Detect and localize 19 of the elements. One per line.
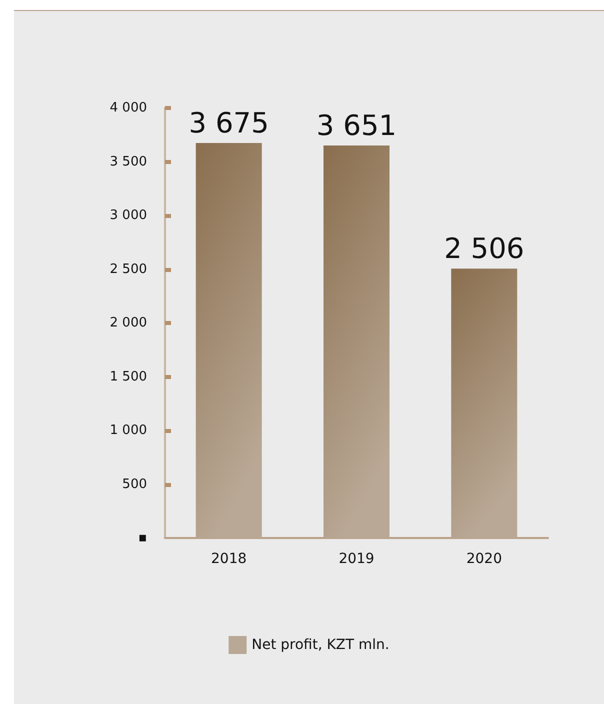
y-tick-label: 2 500 <box>110 262 147 277</box>
data-label: 3 675 <box>188 106 269 140</box>
data-label: 3 651 <box>316 109 397 142</box>
data-label: 2 506 <box>444 232 524 266</box>
y-tick-label: 4 000 <box>110 100 147 116</box>
legend-label: Net profit, KZT mln. <box>252 637 390 653</box>
y-tick-label: 1 500 <box>110 369 147 384</box>
bar <box>324 146 390 538</box>
bar <box>451 268 518 538</box>
x-tick-label: 2020 <box>466 551 502 567</box>
bar <box>196 142 262 538</box>
x-tick-label: 2018 <box>211 551 247 567</box>
y-tick-label: 500 <box>122 476 147 492</box>
y-tick-label: 3 500 <box>110 154 147 170</box>
y-tick-label: 2 000 <box>110 316 147 330</box>
y-tick-label: 3 000 <box>110 208 147 223</box>
y-tick-label: ▪ <box>138 530 147 546</box>
y-tick-label: 1 000 <box>110 423 147 438</box>
x-tick-label: 2019 <box>338 551 374 567</box>
